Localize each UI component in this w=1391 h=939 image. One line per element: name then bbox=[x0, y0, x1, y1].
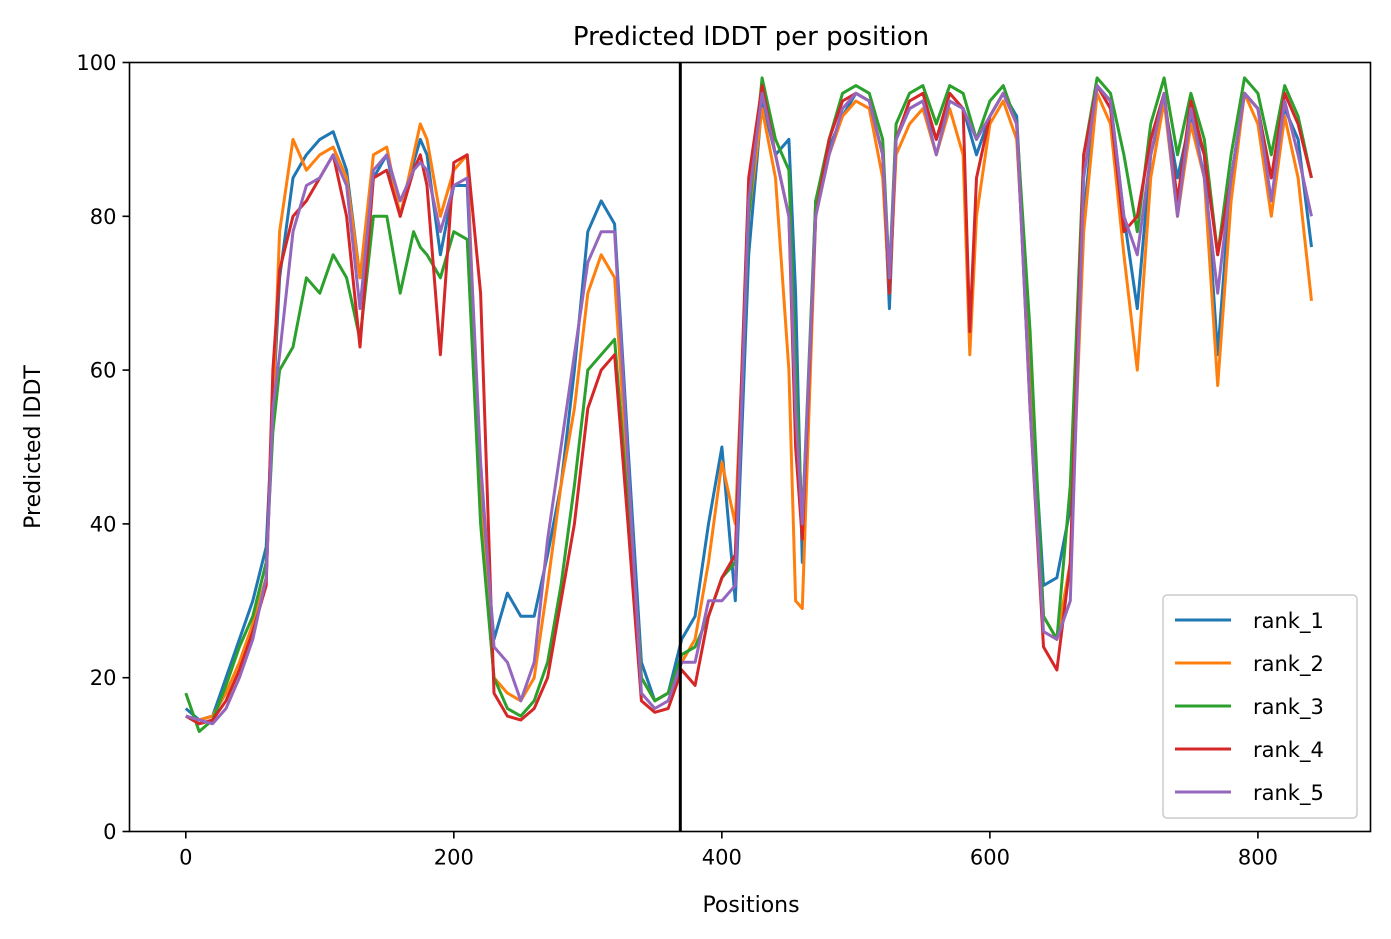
chart-title: Predicted lDDT per position bbox=[573, 22, 929, 52]
x-tick-label: 0 bbox=[179, 846, 192, 870]
legend-label-rank-5: rank_5 bbox=[1253, 781, 1324, 806]
x-tick-label: 400 bbox=[702, 846, 742, 870]
y-axis-ticks: 0 20 40 60 80 100 bbox=[76, 51, 130, 844]
y-tick-label: 100 bbox=[76, 51, 116, 75]
x-axis-label: Positions bbox=[702, 893, 799, 918]
legend-label-rank-1: rank_1 bbox=[1253, 609, 1324, 634]
plot-frame bbox=[128, 61, 1372, 833]
y-tick-label: 80 bbox=[90, 205, 117, 229]
x-tick-label: 600 bbox=[970, 846, 1010, 870]
legend-box bbox=[1162, 594, 1358, 819]
legend-label-rank-4: rank_4 bbox=[1253, 738, 1324, 763]
legend-label-rank-2: rank_2 bbox=[1253, 652, 1324, 677]
legend-label-rank-3: rank_3 bbox=[1253, 695, 1324, 720]
x-tick-label: 800 bbox=[1238, 846, 1278, 870]
y-tick-label: 0 bbox=[103, 820, 116, 844]
series-line-rank-5 bbox=[185, 84, 1313, 726]
legend: rank_1 rank_2 rank_3 rank_4 rank_5 bbox=[1162, 594, 1358, 819]
y-axis-label: Predicted lDDT bbox=[21, 365, 46, 529]
y-tick-label: 40 bbox=[90, 512, 117, 536]
x-axis-ticks: 0 200 400 600 800 bbox=[179, 831, 1278, 870]
y-tick-label: 60 bbox=[90, 359, 117, 383]
x-tick-label: 200 bbox=[434, 846, 474, 870]
plot-lines bbox=[184, 76, 1313, 733]
y-tick-label: 20 bbox=[90, 666, 117, 690]
